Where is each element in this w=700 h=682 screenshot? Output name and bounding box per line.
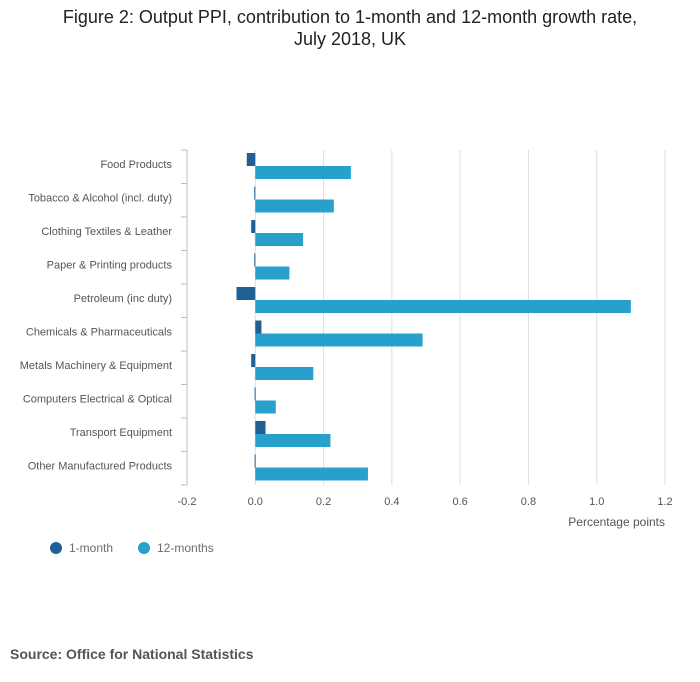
x-tick-label: 0.2: [316, 496, 331, 508]
bar-12-months: [255, 434, 331, 447]
legend-swatch-12-months: [138, 542, 150, 554]
chart-title: Figure 2: Output PPI, contribution to 1-…: [0, 6, 700, 50]
x-tick-label: 1.0: [589, 496, 604, 508]
x-tick-label: 0.4: [384, 496, 399, 508]
legend-label-12-months: 12-months: [157, 541, 214, 555]
bar-12-months: [255, 300, 631, 313]
bar-1-month: [255, 320, 262, 334]
x-tick-label: 0.8: [521, 496, 536, 508]
category-label: Computers Electrical & Optical: [23, 393, 172, 405]
chart-title-line-1: Figure 2: Output PPI, contribution to 1-…: [62, 7, 638, 27]
category-label: Chemicals & Pharmaceuticals: [26, 326, 173, 338]
bar-1-month: [251, 354, 256, 367]
bar-12-months: [255, 400, 276, 414]
category-label: Paper & Printing products: [47, 259, 173, 271]
x-axis-label: Percentage points: [568, 515, 665, 529]
legend-item-1-month[interactable]: 1-month: [50, 541, 113, 555]
category-label: Petroleum (inc duty): [74, 293, 172, 305]
source-note: Source: Office for National Statistics: [10, 646, 254, 662]
category-label: Metals Machinery & Equipment: [20, 360, 172, 372]
bar-12-months: [255, 333, 423, 347]
bar-chart: -0.2 0.0 0.2 0.4 0.6 0.8 1.0 1.2 Percentage poin…: [20, 149, 673, 529]
category-label: Transport Equipment: [70, 427, 172, 439]
bar-12-months: [255, 166, 351, 179]
legend-swatch-1-month: [50, 542, 62, 554]
category-label: Tobacco & Alcohol (incl. duty): [28, 192, 172, 204]
bar-1-month: [236, 287, 256, 300]
category-label: Other Manufactured Products: [28, 460, 173, 472]
bar-12-months: [255, 233, 304, 246]
bar-1-month: [254, 186, 256, 200]
x-tick-label: -0.2: [178, 496, 197, 508]
bar-1-month: [255, 421, 266, 434]
bar-1-month: [254, 454, 256, 468]
category-label: Food Products: [100, 159, 172, 171]
x-tick-label: 0.0: [248, 496, 263, 508]
bar-12-months: [255, 467, 368, 481]
chart-title-line-2: July 2018, UK: [293, 29, 407, 49]
bar-1-month: [254, 253, 256, 267]
legend-label-1-month: 1-month: [69, 541, 114, 555]
legend-item-12-months[interactable]: 12-months: [138, 541, 214, 555]
bar-12-months: [255, 367, 314, 380]
x-tick-label: 0.6: [452, 496, 467, 508]
bar-1-month: [246, 153, 256, 166]
bar-1-month: [254, 387, 256, 401]
bar-12-months: [255, 199, 334, 213]
category-label: Clothing Textiles & Leather: [41, 226, 172, 238]
bar-12-months: [255, 266, 290, 280]
x-tick-label: 1.2: [657, 496, 672, 508]
bar-1-month: [251, 220, 256, 233]
